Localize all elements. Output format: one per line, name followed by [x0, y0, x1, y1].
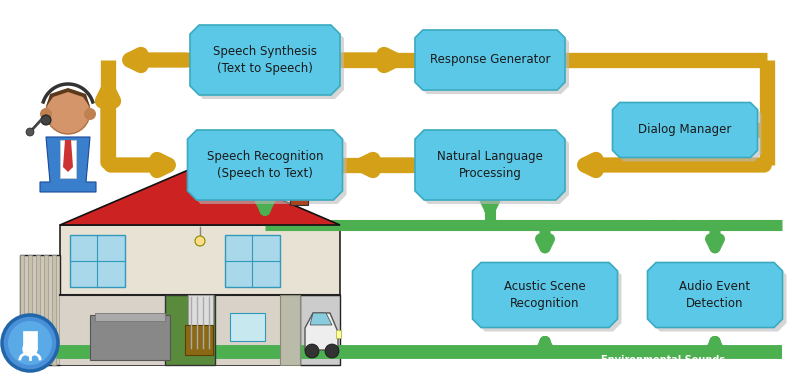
Bar — [60, 225, 340, 365]
Polygon shape — [310, 313, 332, 325]
Circle shape — [41, 115, 51, 125]
Bar — [52, 255, 56, 365]
Bar — [90, 315, 170, 360]
Bar — [20, 255, 60, 365]
Polygon shape — [651, 266, 786, 331]
Bar — [336, 330, 341, 338]
Circle shape — [195, 236, 205, 246]
Bar — [28, 255, 32, 365]
Bar — [185, 325, 213, 355]
Bar — [165, 295, 215, 365]
Bar — [23, 331, 37, 349]
Polygon shape — [63, 140, 73, 172]
Polygon shape — [194, 29, 344, 99]
Circle shape — [26, 128, 34, 136]
Polygon shape — [613, 103, 758, 157]
Polygon shape — [187, 130, 342, 200]
Text: Detected Context: Detected Context — [330, 212, 426, 222]
Circle shape — [84, 108, 96, 120]
Circle shape — [23, 342, 37, 356]
Polygon shape — [419, 134, 569, 204]
Polygon shape — [473, 263, 618, 328]
Bar — [290, 175, 308, 205]
Polygon shape — [617, 106, 762, 162]
Polygon shape — [60, 165, 340, 225]
Text: Dialog Manager: Dialog Manager — [638, 124, 732, 136]
Bar — [230, 313, 265, 341]
Circle shape — [305, 344, 319, 358]
Polygon shape — [46, 88, 90, 107]
Text: Response Generator: Response Generator — [430, 54, 550, 66]
Text: Speech Synthesis
(Text to Speech): Speech Synthesis (Text to Speech) — [213, 45, 317, 75]
Bar — [188, 295, 213, 350]
Bar — [44, 255, 48, 365]
Polygon shape — [60, 165, 340, 225]
Text: Predicted accoustic scene: Predicted accoustic scene — [565, 212, 707, 222]
Polygon shape — [647, 263, 782, 328]
Circle shape — [325, 344, 339, 358]
Bar — [36, 255, 40, 365]
Polygon shape — [191, 134, 346, 204]
Text: Environmental Sounds: Environmental Sounds — [602, 355, 726, 365]
Bar — [300, 295, 340, 365]
Text: Audio Event
Detection: Audio Event Detection — [679, 280, 750, 310]
Polygon shape — [40, 137, 96, 192]
Polygon shape — [190, 25, 340, 95]
Circle shape — [8, 321, 52, 365]
Bar — [280, 295, 300, 365]
Polygon shape — [477, 266, 622, 331]
Text: Speech Recognition
(Speech to Text): Speech Recognition (Speech to Text) — [206, 150, 323, 180]
Text: Acustic Scene
Recognition: Acustic Scene Recognition — [504, 280, 586, 310]
Bar — [95, 313, 165, 321]
Circle shape — [40, 108, 52, 120]
Bar — [60, 140, 76, 178]
Bar — [60, 295, 340, 365]
Polygon shape — [419, 34, 569, 94]
Text: Natural Language
Processing: Natural Language Processing — [437, 150, 543, 180]
Bar — [70, 235, 125, 287]
Polygon shape — [305, 313, 338, 350]
Bar — [225, 235, 280, 287]
Circle shape — [2, 315, 58, 371]
Polygon shape — [415, 30, 565, 90]
Circle shape — [46, 90, 90, 134]
Bar — [20, 255, 24, 365]
Polygon shape — [415, 130, 565, 200]
